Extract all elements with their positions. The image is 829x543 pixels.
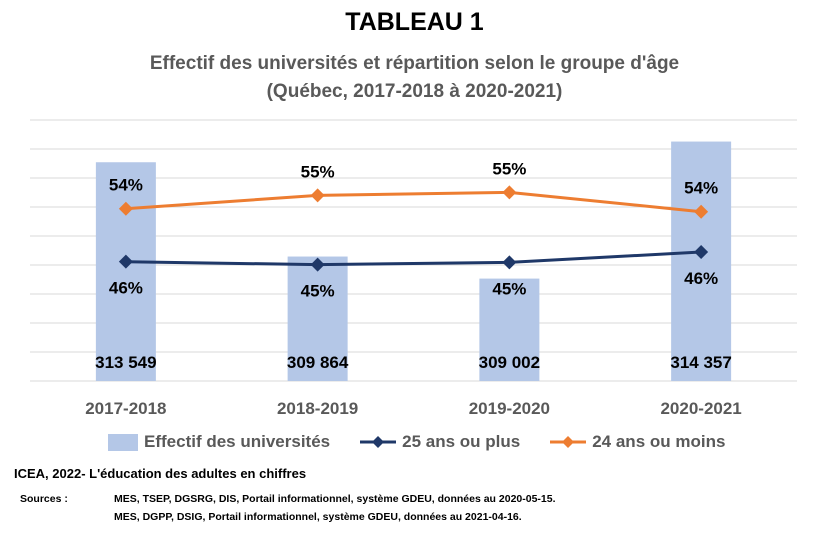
series-line-25-plus <box>125 250 702 267</box>
series-data-label: 46% <box>109 279 143 298</box>
series-data-label: 45% <box>492 279 526 298</box>
enrolment-bar-label: 313 549 <box>95 353 156 372</box>
source-title: ICEA, 2022- L'éducation des adultes en c… <box>14 466 307 481</box>
x-tick-label: 2017-2018 <box>85 399 166 418</box>
enrolment-bar <box>287 256 348 381</box>
series-marker <box>694 244 709 259</box>
legend-line-24-minus-swatch <box>550 436 587 448</box>
series-data-label: 54% <box>109 176 143 195</box>
series-marker <box>502 255 517 270</box>
enrolment-bar-label: 309 002 <box>479 353 540 372</box>
enrolment-bar-label: 309 864 <box>287 353 349 372</box>
legend-bar-swatch <box>108 433 138 451</box>
chart-subtitle-period: (Québec, 2017-2018 à 2020-2021) <box>266 81 563 102</box>
chart-subtitle: Effectif des universités et répartition … <box>149 53 680 74</box>
series-data-label: 55% <box>301 162 335 181</box>
enrolment-bar <box>671 141 732 381</box>
series-marker <box>502 185 517 200</box>
series-data-label: 46% <box>684 269 718 288</box>
x-tick-label: 2019-2020 <box>469 399 550 418</box>
series-data-label: 45% <box>301 282 335 301</box>
legend-item-24-minus: 24 ans ou moins <box>550 432 725 452</box>
enrolment-bar <box>95 162 156 381</box>
legend-label-25-plus: 25 ans ou plus <box>402 432 521 451</box>
series-line-24-minus <box>125 190 702 214</box>
legend-item-25-plus: 25 ans ou plus <box>360 432 520 452</box>
source-line: MES, TSEP, DGSRG, DIS, Portail informati… <box>114 493 556 505</box>
enrolment-bar-label: 314 357 <box>670 353 731 372</box>
series-marker <box>118 254 133 269</box>
series-marker <box>694 204 709 219</box>
chart-legend: Effectif des universités 25 ans ou plus … <box>108 430 725 454</box>
series-marker <box>310 188 325 203</box>
chart-title: TABLEAU 1 <box>345 8 484 36</box>
series-marker <box>310 257 325 272</box>
legend-label-bars: Effectif des universités <box>144 432 331 451</box>
legend-label-24-minus: 24 ans ou moins <box>592 432 726 451</box>
sources-label: Sources : <box>20 493 68 505</box>
x-tick-label: 2018-2019 <box>277 399 358 418</box>
series-data-label: 55% <box>492 159 526 178</box>
legend-line-25-plus-swatch <box>360 436 397 448</box>
enrolment-bar <box>479 278 540 381</box>
series-data-label: 54% <box>684 179 718 198</box>
legend-item-bars: Effectif des universités <box>108 432 330 452</box>
series-marker <box>118 201 133 216</box>
x-tick-label: 2020-2021 <box>660 399 741 418</box>
source-line: MES, DGPP, DSIG, Portail informationnel,… <box>114 511 522 523</box>
